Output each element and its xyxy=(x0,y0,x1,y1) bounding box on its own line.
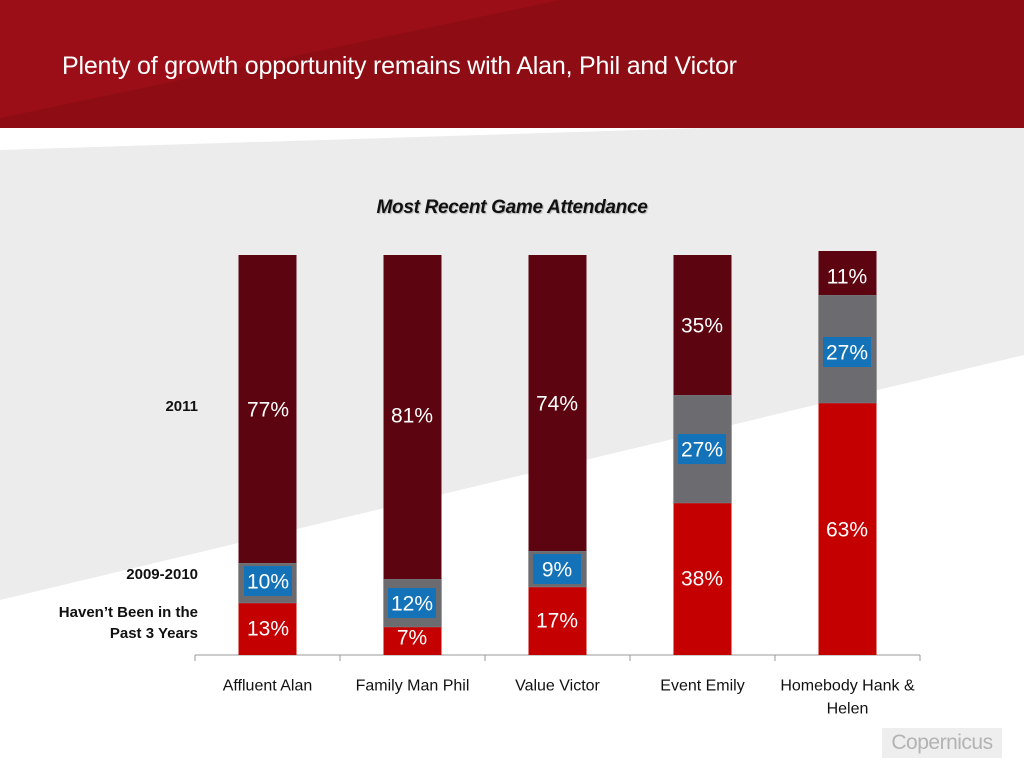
row-label-not-been: Haven’t Been in the Past 3 Years xyxy=(59,602,198,644)
chart-title: Most Recent Game Attendance xyxy=(376,197,648,218)
row-label-not-been-line2: Past 3 Years xyxy=(109,625,198,642)
bar-segment xyxy=(673,503,732,655)
data-label: 7% xyxy=(397,627,427,650)
data-label: 10% xyxy=(247,571,289,594)
data-label-box xyxy=(533,554,581,584)
bar-segment xyxy=(238,603,297,655)
bar-segment xyxy=(383,627,442,655)
bar-segment xyxy=(673,255,732,395)
data-label: 11% xyxy=(827,266,867,289)
row-label-2009-2010: 2009-2010 xyxy=(126,566,198,583)
x-tick-label: Homebody Hank & xyxy=(780,678,915,695)
data-label: 27% xyxy=(826,342,868,365)
data-label-box xyxy=(678,434,726,464)
bar-segment xyxy=(818,403,877,655)
data-label: 9% xyxy=(542,559,572,582)
bar-segment xyxy=(528,587,587,655)
data-label: 27% xyxy=(681,439,723,462)
bar-segment xyxy=(528,255,587,551)
x-tick-label: Family Man Phil xyxy=(356,678,470,695)
data-label: 74% xyxy=(536,393,578,416)
x-tick-label: Event Emily xyxy=(660,678,744,695)
x-tick-label: Value Victor xyxy=(515,678,600,695)
data-label: 63% xyxy=(826,519,868,542)
data-label: 77% xyxy=(247,399,289,422)
x-tick-label: Affluent Alan xyxy=(223,678,313,695)
data-label: 13% xyxy=(247,618,289,641)
bar-segment xyxy=(818,251,877,295)
data-label-box xyxy=(388,588,436,618)
row-label-2011: 2011 xyxy=(165,398,198,415)
data-label: 35% xyxy=(681,315,723,338)
x-tick-label: Helen xyxy=(827,701,869,718)
slide-title: Plenty of growth opportunity remains wit… xyxy=(62,52,737,80)
data-label-box xyxy=(244,566,292,596)
data-label: 17% xyxy=(536,610,578,633)
bar-segment xyxy=(238,255,297,563)
data-label: 38% xyxy=(681,568,723,591)
banner-highlight xyxy=(0,0,560,118)
bar-segment xyxy=(383,255,442,579)
copernicus-logo: Copernicus xyxy=(882,728,1002,758)
data-label: 12% xyxy=(391,593,433,616)
data-label-box xyxy=(823,337,871,367)
data-label: 81% xyxy=(391,405,433,428)
row-label-not-been-line1: Haven’t Been in the xyxy=(58,604,198,621)
